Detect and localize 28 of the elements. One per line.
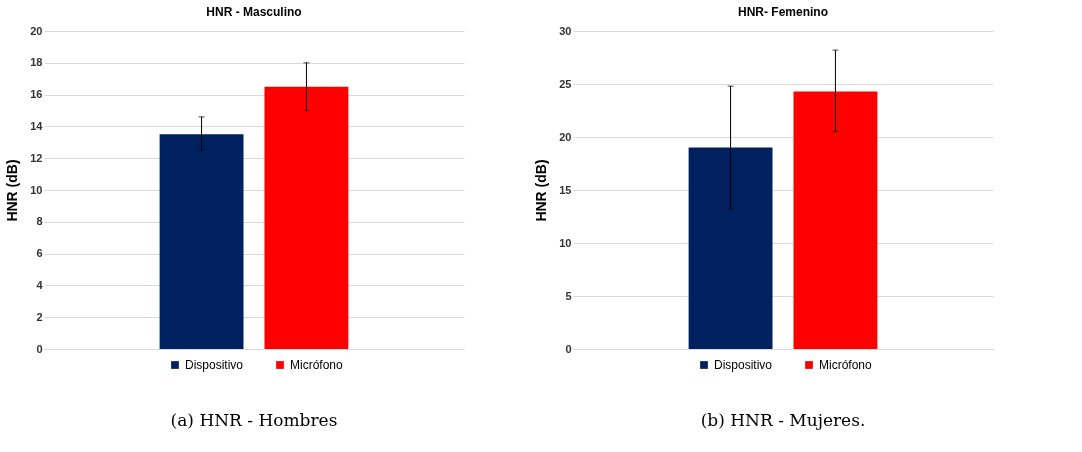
text: (b) HNR - Mujeres. — [700, 410, 866, 430]
text: (a) HNR - Hombres — [170, 410, 338, 430]
y-tick-label: 15 — [559, 183, 572, 196]
y-axis-title: HNR (dB) — [4, 159, 21, 222]
y-tick-label: 30 — [559, 24, 572, 37]
y-tick-label: 2 — [36, 310, 43, 323]
chart-title: HNR- Femenino — [738, 5, 828, 19]
y-axis-title: HNR (dB) — [533, 159, 550, 222]
y-tick-label: 16 — [30, 88, 43, 101]
y-tick-label: 20 — [30, 24, 43, 37]
y-tick-label: 0 — [36, 342, 43, 355]
y-tick-label: 20 — [559, 130, 572, 143]
y-tick-label: 10 — [559, 236, 572, 249]
y-tick-label: 18 — [30, 56, 43, 69]
y-tick-label: 4 — [36, 278, 44, 291]
legend-label: Micrófono — [290, 358, 344, 372]
y-tick-label: 25 — [559, 77, 572, 90]
legend-label: Micrófono — [819, 358, 873, 372]
chart-title: HNR - Masculino — [206, 5, 302, 19]
y-tick-label: 8 — [36, 215, 43, 228]
y-tick-label: 14 — [30, 119, 44, 132]
y-tick-label: 5 — [565, 289, 572, 302]
y-tick-label: 0 — [565, 342, 572, 355]
y-tick-label: 6 — [36, 247, 43, 260]
y-tick-label: 12 — [30, 151, 43, 164]
legend-label: Dispositivo — [714, 358, 773, 372]
legend-label: Dispositivo — [185, 358, 244, 372]
y-tick-label: 10 — [30, 183, 43, 196]
